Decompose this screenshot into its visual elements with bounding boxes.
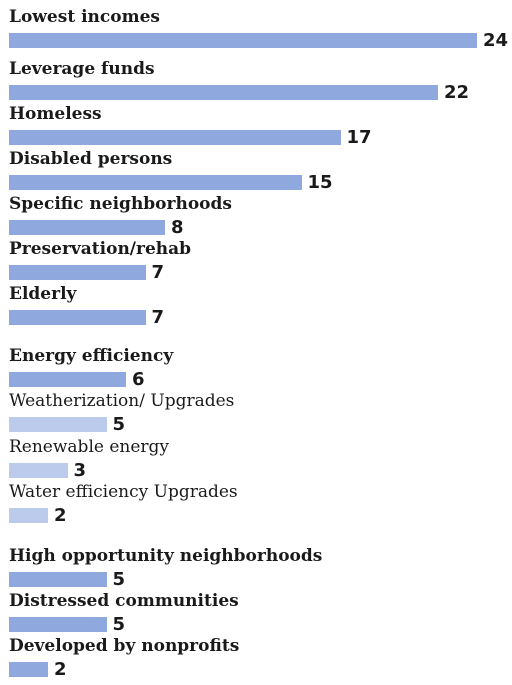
value-label: 3 (73, 460, 87, 481)
bar (9, 85, 438, 100)
category-label: Leverage funds (9, 59, 155, 79)
value-label: 5 (112, 569, 126, 590)
category-label: Renewable energy (9, 437, 170, 457)
value-label: 15 (307, 172, 333, 193)
category-label: Energy efficiency (9, 346, 174, 366)
value-label: 6 (132, 369, 145, 390)
bar (9, 33, 477, 48)
value-label: 22 (444, 82, 470, 103)
value-label: 2 (54, 659, 67, 680)
value-label: 5 (112, 414, 126, 435)
bar (9, 310, 146, 325)
bar (9, 463, 68, 478)
bar (9, 220, 165, 235)
category-label: Homeless (9, 104, 102, 124)
category-label: High opportunity neighborhoods (9, 546, 323, 566)
category-label: Developed by nonprofits (9, 636, 240, 656)
bar (9, 130, 341, 145)
bar (9, 265, 146, 280)
category-label: Lowest incomes (9, 7, 160, 27)
value-label: 17 (346, 127, 372, 148)
value-label: 7 (151, 262, 165, 283)
category-label: Weatherization/ Upgrades (9, 391, 235, 411)
category-label: Distressed communities (9, 591, 239, 611)
category-label: Elderly (9, 284, 77, 304)
bar (9, 372, 126, 387)
category-label: Preservation/rehab (9, 239, 192, 259)
bar (9, 508, 48, 523)
value-label: 24 (483, 30, 509, 51)
bar (9, 617, 107, 632)
bar (9, 662, 48, 677)
bar (9, 417, 107, 432)
value-label: 7 (151, 307, 165, 328)
bar (9, 175, 302, 190)
value-label: 5 (112, 614, 126, 635)
bar (9, 572, 107, 587)
value-label: 2 (54, 505, 67, 526)
category-label: Water efficiency Upgrades (9, 482, 238, 502)
category-label: Specific neighborhoods (9, 194, 232, 214)
value-label: 8 (171, 217, 184, 238)
category-label: Disabled persons (9, 149, 173, 169)
